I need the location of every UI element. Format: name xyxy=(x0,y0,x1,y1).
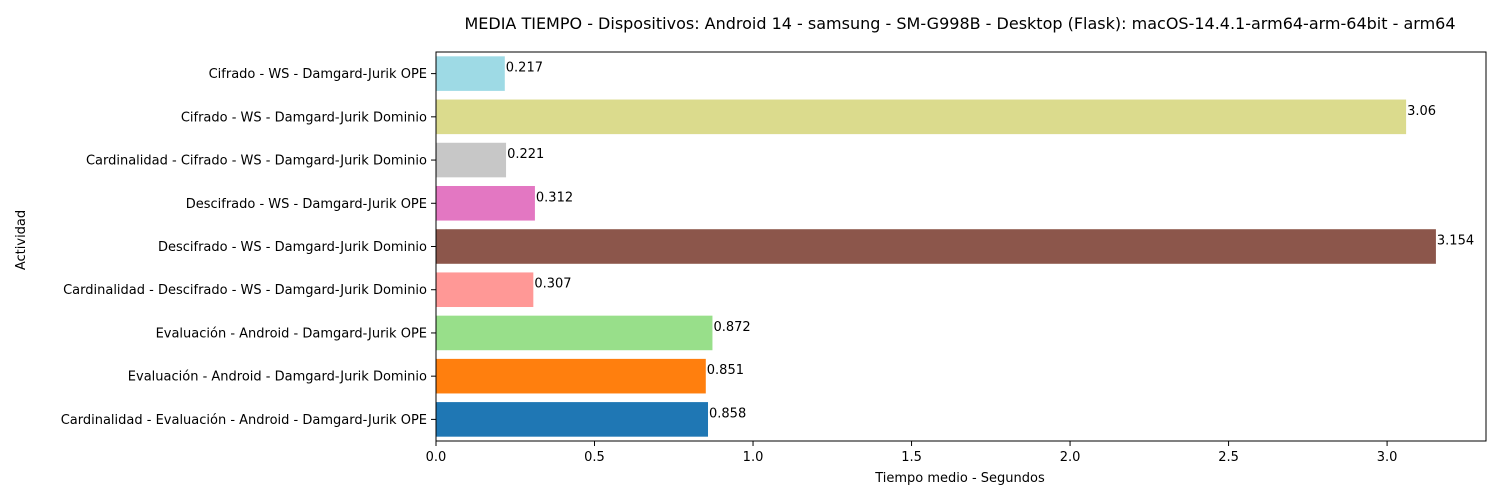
bar xyxy=(436,142,507,178)
bar xyxy=(436,56,505,91)
bar-value-label: 0.851 xyxy=(707,363,744,378)
y-tick-label: Cifrado - WS - Damgard-Jurik OPE xyxy=(209,67,427,82)
bar-value-label: 0.221 xyxy=(507,147,544,162)
x-tick-label: 0.5 xyxy=(584,450,605,465)
bar-value-label: 3.154 xyxy=(1437,234,1474,249)
y-tick-label: Descifrado - WS - Damgard-Jurik OPE xyxy=(186,197,427,212)
bar-value-label: 0.217 xyxy=(506,61,543,76)
bar xyxy=(436,315,713,351)
bar xyxy=(436,229,1436,264)
y-tick-label: Cardinalidad - Cifrado - WS - Damgard-Ju… xyxy=(86,154,427,169)
y-tick-label: Evaluación - Android - Damgard-Jurik OPE xyxy=(156,326,427,341)
plot-area: 0.217 3.06 0.221 0.312 3.154 0.307 0.872 0.851 0… xyxy=(435,51,1487,442)
chart-title: MEDIA TIEMPO - Dispositivos: Android 14 … xyxy=(464,14,1455,33)
bar xyxy=(436,402,709,437)
x-axis: 0.0 0.5 1.0 1.5 2.0 2.5 3.0 xyxy=(426,441,1398,465)
y-axis: Cifrado - WS - Damgard-Jurik OPE Cifrado … xyxy=(61,67,436,428)
x-axis-label: Tiempo medio - Segundos xyxy=(874,471,1045,486)
x-tick-label: 3.0 xyxy=(1377,450,1398,465)
x-tick-label: 2.0 xyxy=(1060,450,1081,465)
y-tick-label: Evaluación - Android - Damgard-Jurik Dom… xyxy=(128,370,427,385)
y-tick-label: Descifrado - WS - Damgard-Jurik Dominio xyxy=(158,240,427,255)
bar xyxy=(436,272,534,308)
x-tick-label: 1.5 xyxy=(901,450,922,465)
bar-value-label: 0.858 xyxy=(709,406,746,421)
x-tick-label: 2.5 xyxy=(1218,450,1239,465)
bar xyxy=(436,185,535,221)
bar xyxy=(436,358,706,394)
y-tick-label: Cardinalidad - Evaluación - Android - Da… xyxy=(61,413,427,428)
y-tick-label: Cifrado - WS - Damgard-Jurik Dominio xyxy=(181,110,427,125)
bar xyxy=(436,99,1407,135)
bar-value-label: 0.872 xyxy=(713,320,750,335)
bar-value-label: 0.312 xyxy=(536,190,573,205)
y-axis-label: Actividad xyxy=(14,210,29,270)
y-tick-label: Cardinalidad - Descifrado - WS - Damgard… xyxy=(63,283,427,298)
x-tick-label: 0.0 xyxy=(426,450,447,465)
bar-value-label: 0.307 xyxy=(534,277,571,292)
bar-value-label: 3.06 xyxy=(1407,104,1436,119)
x-tick-label: 1.0 xyxy=(743,450,764,465)
